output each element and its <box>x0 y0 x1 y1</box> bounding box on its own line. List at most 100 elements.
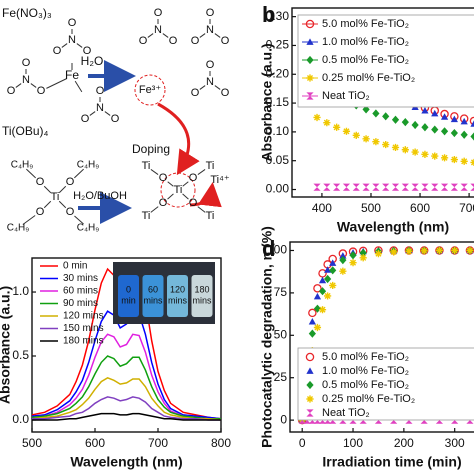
scheme-label: C₄H₉ <box>77 160 100 171</box>
bond <box>74 215 84 225</box>
scheme-label: C₄H₉ <box>77 223 100 234</box>
inset-label: min <box>121 295 136 305</box>
y-tick-label: 0.0 <box>12 412 29 426</box>
arrow <box>189 182 222 208</box>
marker <box>308 308 317 318</box>
line <box>32 310 221 420</box>
marker <box>451 246 459 255</box>
bond <box>150 169 159 175</box>
marker <box>333 123 341 131</box>
bond <box>74 80 83 93</box>
y-tick-label: 0.15 <box>266 95 290 109</box>
scheme-label: O <box>36 176 45 188</box>
scheme-label: Ti <box>142 210 151 222</box>
bond <box>74 168 84 179</box>
marker <box>362 183 370 191</box>
scheme-label: O <box>66 176 75 188</box>
scheme-label: O <box>159 197 168 209</box>
marker <box>390 248 398 256</box>
marker <box>401 146 409 154</box>
vial <box>191 275 213 317</box>
bond <box>30 83 37 88</box>
scheme-label: O <box>66 206 75 218</box>
legend-marker <box>306 38 314 45</box>
marker <box>352 131 360 139</box>
y-tick-label: 75 <box>274 285 288 299</box>
marker <box>308 317 316 325</box>
bond <box>214 85 221 90</box>
marker <box>450 183 458 191</box>
legend-label: 0.5 mol% Fe-TiO₂ <box>322 379 409 391</box>
y-tick-label: 0.30 <box>266 9 290 23</box>
marker <box>339 252 347 259</box>
marker <box>313 284 322 293</box>
legend-marker <box>306 55 314 65</box>
marker <box>420 247 428 255</box>
legend-box <box>297 14 474 108</box>
bond <box>197 169 206 175</box>
inset-label: 120 <box>170 284 185 294</box>
marker <box>431 183 439 191</box>
scheme-label: N <box>154 24 162 36</box>
scheme-label: Ti(OBu)₄ <box>2 124 49 138</box>
marker <box>313 183 321 191</box>
marker <box>372 183 380 191</box>
x-tick-label: 800 <box>211 436 231 450</box>
marker <box>470 183 474 191</box>
bond <box>167 193 174 200</box>
x-tick-label: 200 <box>394 436 414 450</box>
scheme-label: C₄H₉ <box>11 160 34 171</box>
bond <box>43 185 52 194</box>
marker <box>329 266 337 275</box>
legend-marker <box>306 92 314 100</box>
line <box>32 376 221 421</box>
bond <box>182 181 189 187</box>
marker <box>359 254 367 262</box>
legend-marker <box>305 352 315 362</box>
x-tick-label: 100 <box>343 436 363 450</box>
panel-letter: d <box>262 236 275 261</box>
bond <box>214 33 221 38</box>
scheme-label: O <box>37 85 46 97</box>
marker <box>313 304 322 313</box>
legend-label: 90 mins <box>63 298 98 309</box>
bond <box>15 83 22 88</box>
scheme-label: Fe(NO₃)₃ <box>2 6 52 20</box>
marker <box>431 109 439 117</box>
y-axis-label: Absorbance (a.u.) <box>259 43 275 161</box>
line <box>32 355 221 420</box>
scheme-label: H₂O/BuOH <box>73 190 127 202</box>
y-tick-label: 0.00 <box>266 182 290 196</box>
y-axis-label: Photocatalytic degradation, η (%) <box>259 226 275 448</box>
bond <box>89 111 96 116</box>
marker <box>339 267 347 275</box>
bond <box>26 168 36 179</box>
marker <box>401 117 409 127</box>
marker <box>391 143 400 152</box>
marker <box>421 150 429 158</box>
marker <box>411 148 419 156</box>
scheme-label: O <box>159 172 168 184</box>
legend-label: 0 min <box>63 261 87 272</box>
scheme-label: O <box>191 87 200 99</box>
marker <box>460 117 468 125</box>
scheme-label: O <box>22 57 31 69</box>
legend-label: 150 mins <box>63 323 104 334</box>
scheme-label: Ti <box>174 184 183 196</box>
y-axis-label: Absorbance (a.u.) <box>0 286 13 404</box>
marker <box>359 248 367 257</box>
y-tick-label: 1.0 <box>12 284 29 298</box>
dashed-circle <box>160 172 196 208</box>
legend-marker <box>306 367 314 374</box>
scheme-label: O <box>169 35 178 47</box>
bond <box>167 181 174 187</box>
bond <box>197 206 206 213</box>
x-axis-label: Irradiation time (min) <box>322 454 461 470</box>
marker <box>470 132 474 141</box>
scheme-label: O <box>81 113 90 125</box>
x-axis-label: Wavelength (nm) <box>70 454 182 470</box>
vial <box>167 275 188 317</box>
x-tick-label: 300 <box>445 436 465 450</box>
scheme-label: Ti <box>142 160 151 172</box>
panel-letter: b <box>262 2 275 27</box>
